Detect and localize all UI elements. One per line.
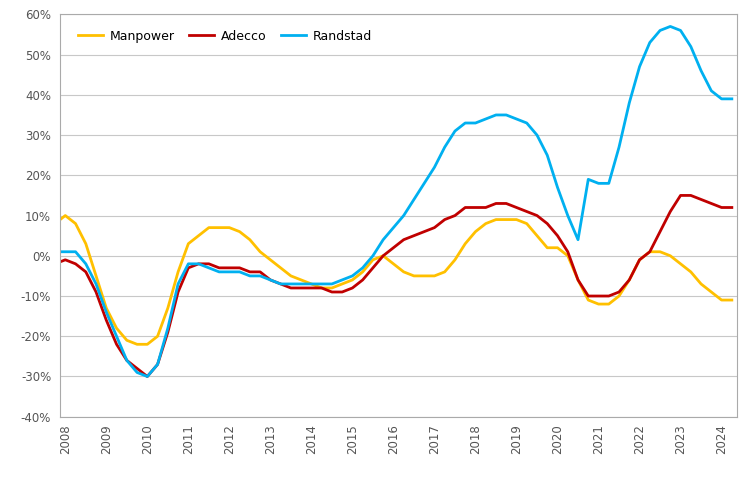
Manpower bbox=[338, 281, 347, 287]
Manpower bbox=[132, 342, 141, 347]
Randstad bbox=[327, 281, 336, 287]
Randstad bbox=[420, 181, 429, 186]
Randstad bbox=[112, 333, 121, 339]
Manpower bbox=[430, 273, 439, 279]
Adecco bbox=[245, 269, 254, 275]
Manpower bbox=[645, 249, 654, 255]
Line: Manpower: Manpower bbox=[24, 216, 732, 344]
Manpower bbox=[205, 225, 214, 230]
Randstad bbox=[143, 374, 152, 379]
Adecco bbox=[676, 193, 685, 198]
Line: Adecco: Adecco bbox=[24, 195, 732, 376]
Manpower bbox=[20, 253, 29, 259]
Randstad bbox=[635, 64, 644, 69]
Adecco bbox=[112, 342, 121, 347]
Line: Randstad: Randstad bbox=[24, 26, 732, 376]
Manpower bbox=[61, 213, 70, 218]
Adecco bbox=[327, 289, 336, 295]
Adecco bbox=[727, 205, 736, 210]
Randstad bbox=[20, 253, 29, 259]
Manpower bbox=[123, 337, 132, 343]
Adecco bbox=[420, 229, 429, 235]
Randstad bbox=[245, 273, 254, 279]
Adecco bbox=[143, 374, 152, 379]
Manpower bbox=[256, 249, 265, 255]
Legend: Manpower, Adecco, Randstad: Manpower, Adecco, Randstad bbox=[73, 24, 377, 47]
Manpower bbox=[727, 297, 736, 303]
Adecco bbox=[20, 253, 29, 259]
Randstad bbox=[666, 23, 675, 29]
Randstad bbox=[194, 261, 203, 267]
Adecco bbox=[194, 261, 203, 267]
Randstad bbox=[727, 96, 736, 102]
Adecco bbox=[635, 257, 644, 262]
